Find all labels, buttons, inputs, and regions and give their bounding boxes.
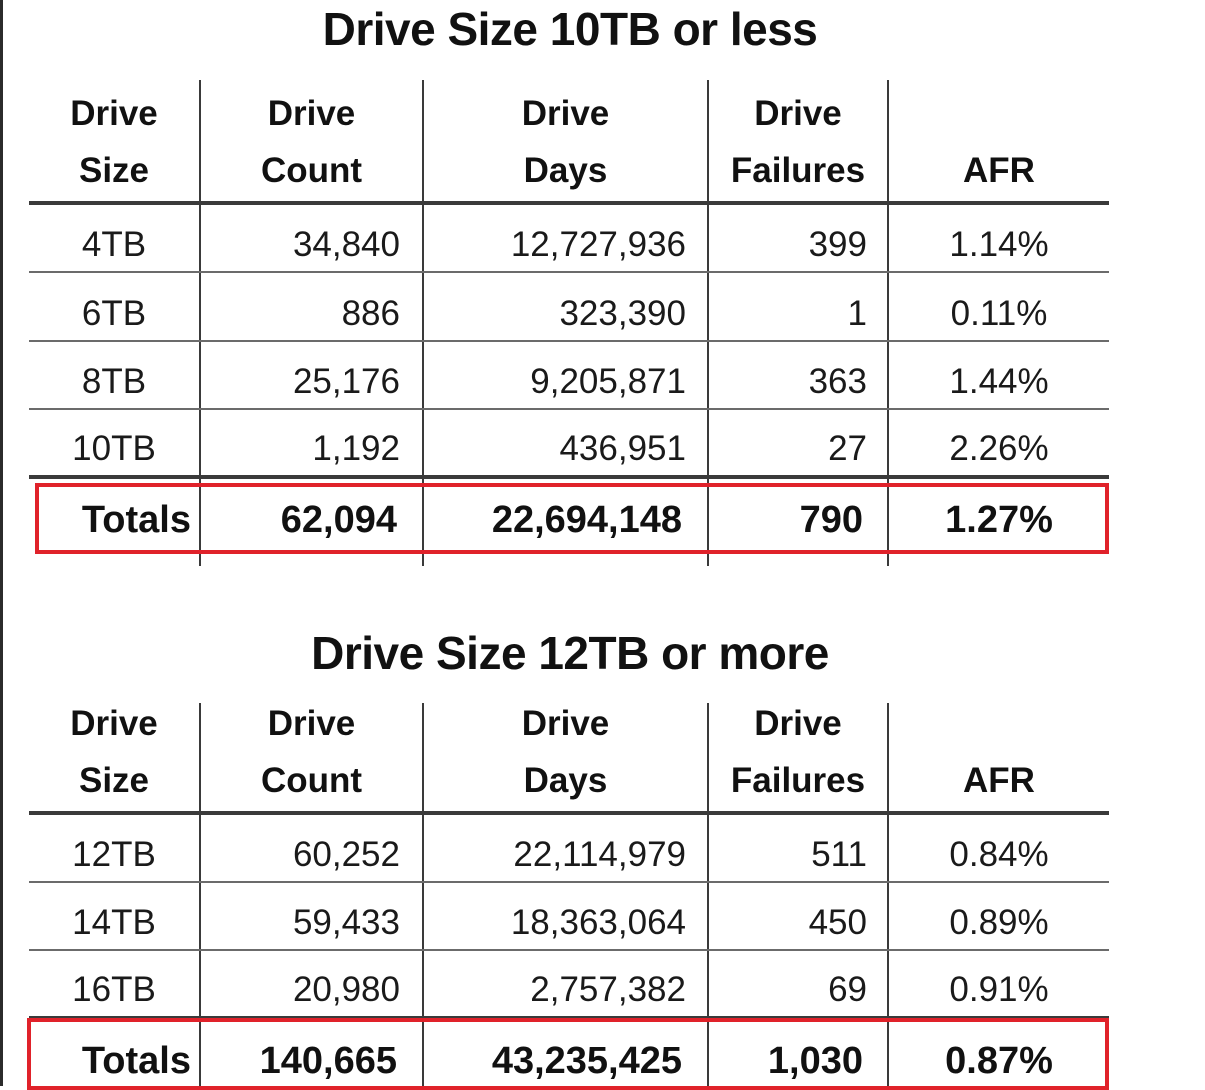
cell-afr: 2.26%: [949, 429, 1049, 468]
header-drive-size-line1: Drive: [70, 94, 158, 133]
cell-drive-size: 14TB: [72, 903, 156, 942]
column-divider: [199, 703, 201, 1086]
cell-drive-days: 436,951: [559, 429, 686, 468]
header-drive-failures-line1: Drive: [754, 704, 842, 743]
column-divider: [707, 703, 709, 1086]
cell-drive-days: 323,390: [559, 294, 686, 333]
column-divider: [422, 703, 424, 1086]
header-drive-size-line2: Size: [78, 151, 150, 190]
cell-drive-count: 59,433: [292, 903, 400, 942]
totals-separator: [29, 475, 1109, 479]
cell-afr: 0.89%: [949, 903, 1049, 942]
totals-afr: 0.87%: [945, 1040, 1053, 1082]
cell-drive-failures: 511: [811, 835, 867, 874]
cell-drive-size: 12TB: [72, 835, 156, 874]
totals-drive-count: 62,094: [280, 499, 397, 541]
header-drive-size-line1: Drive: [70, 704, 158, 743]
cell-drive-days: 2,757,382: [530, 970, 686, 1009]
header-afr: AFR: [963, 761, 1035, 800]
cell-afr: 0.11%: [950, 294, 1048, 333]
cell-drive-failures: 1: [847, 294, 867, 333]
cell-drive-count: 1,192: [312, 429, 400, 468]
header-drive-count-line1: Drive: [267, 94, 356, 133]
cell-drive-failures: 69: [828, 970, 867, 1009]
cell-drive-size: 16TB: [72, 970, 156, 1009]
cell-drive-size: 10TB: [72, 429, 156, 468]
totals-label: Totals: [81, 1040, 191, 1082]
header-separator: [29, 201, 1109, 205]
column-divider: [707, 80, 709, 566]
cell-drive-days: 12,727,936: [510, 225, 686, 264]
header-drive-days-line2: Days: [523, 761, 608, 800]
header-drive-failures-line2: Failures: [730, 151, 866, 190]
totals-drive-failures: 1,030: [767, 1040, 863, 1082]
cell-drive-count: 886: [341, 294, 400, 333]
header-drive-count-line2: Count: [260, 151, 363, 190]
header-separator: [29, 811, 1109, 815]
cell-drive-failures: 399: [808, 225, 867, 264]
cell-drive-days: 9,205,871: [530, 362, 686, 401]
table-title: Drive Size 10TB or less: [322, 3, 818, 55]
row-separator: [29, 408, 1109, 410]
row-separator: [29, 881, 1109, 883]
column-divider: [199, 80, 201, 566]
cell-drive-days: 18,363,064: [510, 903, 686, 942]
header-drive-count-line1: Drive: [267, 704, 356, 743]
cell-drive-size: 4TB: [81, 225, 147, 264]
cell-drive-failures: 363: [808, 362, 867, 401]
cell-drive-count: 34,840: [292, 225, 400, 264]
cell-drive-count: 60,252: [292, 835, 400, 874]
totals-drive-failures: 790: [799, 499, 863, 541]
totals-drive-days: 22,694,148: [491, 499, 682, 541]
cell-drive-count: 25,176: [292, 362, 400, 401]
header-drive-failures-line1: Drive: [754, 94, 842, 133]
totals-afr: 1.27%: [945, 499, 1053, 541]
totals-drive-days: 43,235,425: [491, 1040, 682, 1082]
row-separator: [29, 949, 1109, 951]
column-divider: [887, 80, 889, 566]
cell-drive-failures: 450: [808, 903, 867, 942]
header-drive-days-line2: Days: [523, 151, 608, 190]
header-afr: AFR: [963, 151, 1035, 190]
cell-afr: 1.14%: [949, 225, 1049, 264]
cell-drive-count: 20,980: [292, 970, 400, 1009]
table-title: Drive Size 12TB or more: [311, 627, 829, 679]
header-drive-count-line2: Count: [260, 761, 363, 800]
header-drive-size-line2: Size: [78, 761, 150, 800]
totals-separator: [29, 1016, 1109, 1020]
cell-drive-size: 8TB: [81, 362, 147, 401]
header-drive-failures-line2: Failures: [730, 761, 866, 800]
header-drive-days-line1: Drive: [521, 704, 610, 743]
cell-afr: 1.44%: [949, 362, 1049, 401]
cell-afr: 0.84%: [949, 835, 1049, 874]
row-separator: [29, 340, 1109, 342]
cell-drive-days: 22,114,979: [513, 835, 686, 874]
header-drive-days-line1: Drive: [521, 94, 610, 133]
row-separator: [29, 271, 1109, 273]
totals-drive-count: 140,665: [259, 1040, 397, 1082]
column-divider: [422, 80, 424, 566]
column-divider: [887, 703, 889, 1086]
cell-drive-failures: 27: [828, 429, 867, 468]
cell-afr: 0.91%: [949, 970, 1049, 1009]
cell-drive-size: 6TB: [81, 294, 147, 333]
totals-label: Totals: [81, 499, 191, 541]
left-border: [0, 0, 3, 1086]
